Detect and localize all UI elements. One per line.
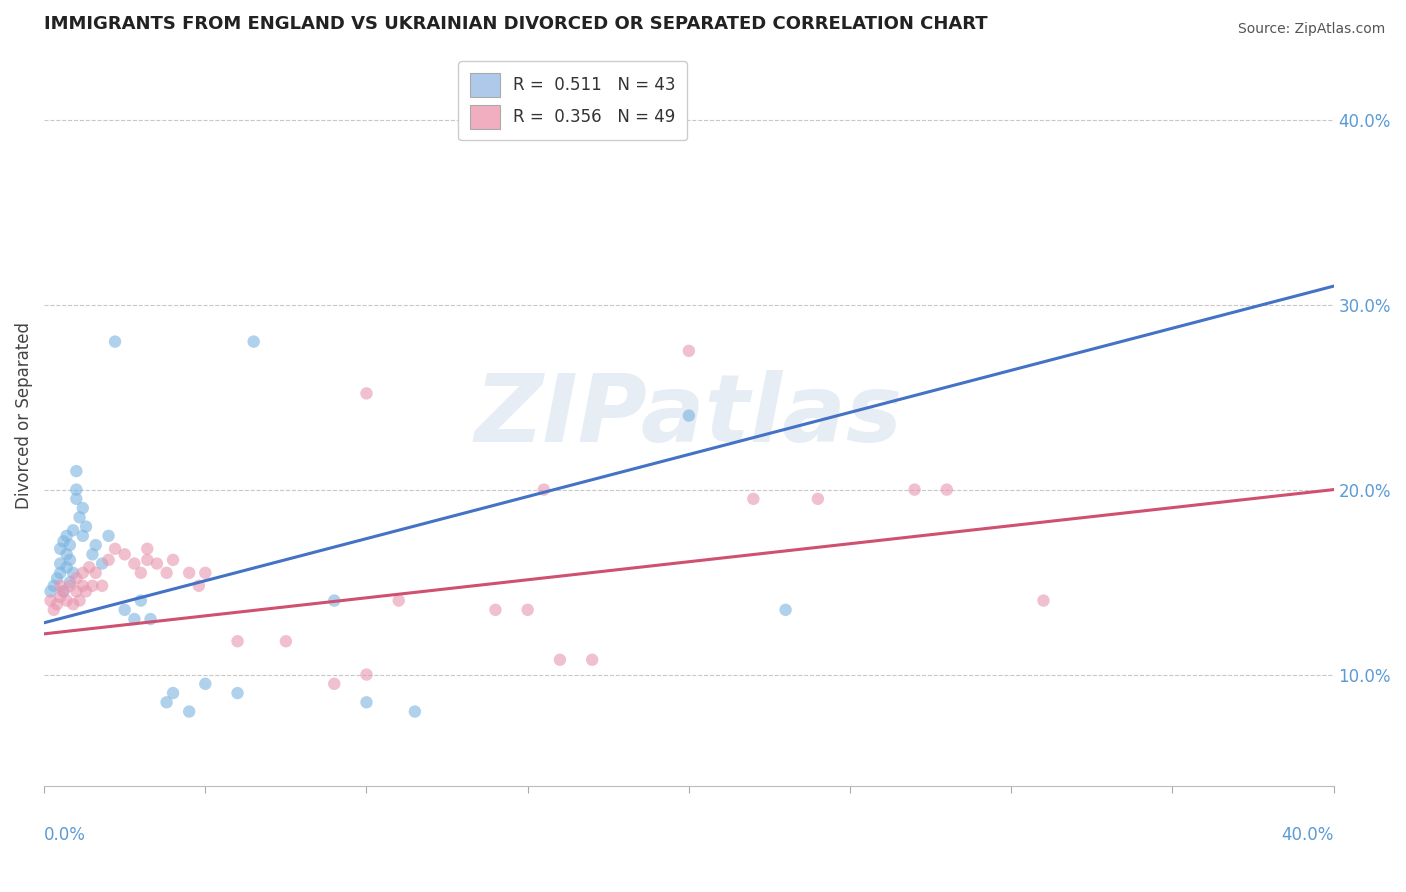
Point	[533, 483, 555, 497]
Point	[187, 579, 209, 593]
Point	[129, 593, 152, 607]
Point	[82, 579, 104, 593]
Point	[55, 593, 77, 607]
Point	[356, 386, 378, 401]
Text: ZIPatlas: ZIPatlas	[475, 369, 903, 461]
Point	[77, 560, 100, 574]
Y-axis label: Divorced or Separated: Divorced or Separated	[15, 322, 32, 509]
Point	[62, 597, 84, 611]
Point	[162, 686, 184, 700]
Point	[104, 334, 127, 349]
Point	[84, 566, 107, 580]
Point	[678, 343, 700, 358]
Point	[52, 584, 75, 599]
Point	[775, 603, 797, 617]
Point	[65, 571, 87, 585]
Point	[226, 634, 249, 648]
Point	[59, 579, 82, 593]
Legend: R =  0.511   N = 43, R =  0.356   N = 49: R = 0.511 N = 43, R = 0.356 N = 49	[458, 62, 688, 140]
Point	[72, 529, 94, 543]
Point	[91, 579, 114, 593]
Point	[59, 575, 82, 590]
Point	[242, 334, 264, 349]
Point	[49, 579, 72, 593]
Point	[55, 529, 77, 543]
Point	[49, 566, 72, 580]
Point	[97, 553, 120, 567]
Point	[1032, 593, 1054, 607]
Point	[323, 677, 346, 691]
Point	[581, 653, 603, 667]
Point	[124, 612, 146, 626]
Point	[129, 566, 152, 580]
Point	[49, 590, 72, 604]
Point	[84, 538, 107, 552]
Point	[935, 483, 957, 497]
Point	[903, 483, 925, 497]
Point	[484, 603, 506, 617]
Point	[97, 529, 120, 543]
Point	[356, 667, 378, 681]
Point	[136, 541, 159, 556]
Text: IMMIGRANTS FROM ENGLAND VS UKRAINIAN DIVORCED OR SEPARATED CORRELATION CHART: IMMIGRANTS FROM ENGLAND VS UKRAINIAN DIV…	[44, 15, 988, 33]
Point	[65, 584, 87, 599]
Point	[55, 547, 77, 561]
Point	[156, 695, 179, 709]
Point	[742, 491, 765, 506]
Point	[69, 510, 91, 524]
Point	[82, 547, 104, 561]
Point	[194, 566, 217, 580]
Point	[323, 593, 346, 607]
Point	[65, 483, 87, 497]
Point	[226, 686, 249, 700]
Point	[124, 557, 146, 571]
Point	[39, 593, 62, 607]
Point	[42, 579, 65, 593]
Point	[548, 653, 571, 667]
Point	[356, 695, 378, 709]
Point	[62, 523, 84, 537]
Point	[139, 612, 162, 626]
Point	[404, 705, 426, 719]
Point	[75, 519, 97, 533]
Point	[72, 579, 94, 593]
Point	[42, 603, 65, 617]
Point	[52, 584, 75, 599]
Point	[146, 557, 169, 571]
Point	[179, 566, 201, 580]
Point	[65, 491, 87, 506]
Point	[65, 464, 87, 478]
Point	[194, 677, 217, 691]
Point	[91, 557, 114, 571]
Point	[46, 597, 69, 611]
Point	[162, 553, 184, 567]
Point	[136, 553, 159, 567]
Point	[72, 501, 94, 516]
Point	[46, 571, 69, 585]
Point	[104, 541, 127, 556]
Point	[156, 566, 179, 580]
Point	[49, 541, 72, 556]
Point	[678, 409, 700, 423]
Point	[39, 584, 62, 599]
Point	[75, 584, 97, 599]
Point	[62, 566, 84, 580]
Point	[59, 538, 82, 552]
Point	[55, 560, 77, 574]
Point	[274, 634, 297, 648]
Text: Source: ZipAtlas.com: Source: ZipAtlas.com	[1237, 22, 1385, 37]
Text: 0.0%: 0.0%	[44, 826, 86, 844]
Point	[807, 491, 830, 506]
Point	[59, 553, 82, 567]
Point	[516, 603, 538, 617]
Point	[52, 534, 75, 549]
Point	[179, 705, 201, 719]
Point	[114, 547, 136, 561]
Point	[72, 566, 94, 580]
Point	[114, 603, 136, 617]
Point	[49, 557, 72, 571]
Point	[388, 593, 411, 607]
Point	[69, 593, 91, 607]
Text: 40.0%: 40.0%	[1281, 826, 1334, 844]
